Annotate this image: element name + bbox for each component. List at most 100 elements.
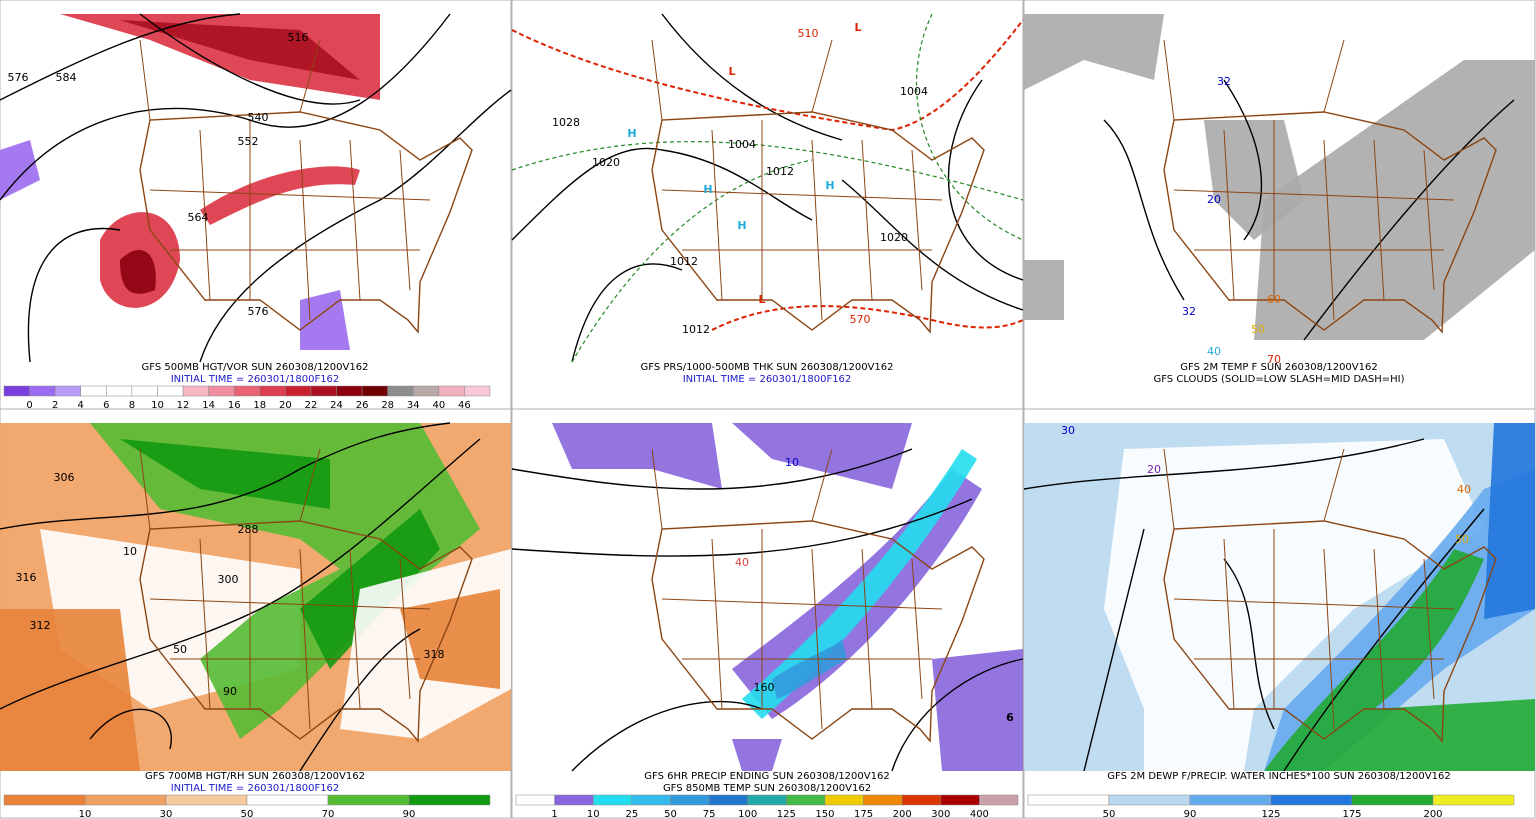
color-box xyxy=(54,385,81,397)
state-line xyxy=(149,598,431,610)
map-label: 552 xyxy=(238,135,259,148)
caption: GFS 6HR PRECIP ENDING SUN 260308/1200V16… xyxy=(644,771,889,782)
map-label: 564 xyxy=(188,211,209,224)
map-label: 20 xyxy=(1207,193,1221,206)
colorbar-label: 10 xyxy=(151,400,164,411)
state-line xyxy=(149,189,431,201)
map-fill xyxy=(200,166,360,225)
map: 1028 1020 1004 1012 1012 1020 1012 570 510 1004 H H… xyxy=(511,13,1024,363)
color-box xyxy=(80,385,107,397)
colorbar-label: 10 xyxy=(587,809,600,819)
panel: 1028 1020 1004 1012 1012 1020 1012 570 510 1004 H H… xyxy=(511,0,1024,410)
color-box xyxy=(84,794,167,806)
color-box xyxy=(259,385,286,397)
color-box xyxy=(824,794,864,806)
map-area xyxy=(514,14,1021,362)
contour xyxy=(0,438,481,710)
colorbar-label: 26 xyxy=(356,400,369,411)
colorbar-label: 200 xyxy=(1423,809,1442,819)
thickness-line xyxy=(711,305,1024,331)
map-label: 1020 xyxy=(592,156,620,169)
coastline xyxy=(139,520,473,743)
colorbar: 10 30 50 70 90 xyxy=(3,794,491,819)
color-box xyxy=(3,385,30,397)
contour xyxy=(139,13,361,105)
color-box xyxy=(29,385,56,397)
map-label: 1020 xyxy=(880,231,908,244)
color-box xyxy=(554,794,594,806)
map-fill xyxy=(772,639,847,699)
colorbar-label: 18 xyxy=(253,400,266,411)
contour xyxy=(571,700,763,772)
map-fill xyxy=(120,439,330,509)
colorbar-label: 50 xyxy=(241,809,254,819)
panel: 10 160 40 6 GFS 6HR PRECIP ENDING SUN 260308… xyxy=(511,408,1024,819)
contour xyxy=(0,13,451,201)
map-fill xyxy=(120,20,360,80)
colorbar-label: 46 xyxy=(458,400,471,411)
colorbar-label: 12 xyxy=(177,400,190,411)
color-box xyxy=(863,794,903,806)
map-fill xyxy=(120,250,156,294)
coastline xyxy=(139,111,473,334)
color-box xyxy=(413,385,440,397)
state-line xyxy=(1223,538,1235,710)
state-line xyxy=(1173,598,1455,610)
state-line xyxy=(1323,39,1345,113)
panel: 576 584 516 540 552 564 576 GFS 500MB HGT/VOR S… xyxy=(0,0,512,411)
color-box xyxy=(1027,794,1110,806)
map-fill xyxy=(90,423,480,739)
color-box xyxy=(438,385,465,397)
map-label: 40 xyxy=(735,556,749,569)
caption: INITIAL TIME = 260301/1800F162 xyxy=(171,783,340,794)
map-label: 60 xyxy=(1267,293,1281,306)
map-label: 1012 xyxy=(670,255,698,268)
color-box xyxy=(940,794,980,806)
state-line xyxy=(299,448,321,522)
map-label: 70 xyxy=(1267,353,1281,366)
coastline xyxy=(651,111,985,334)
map-label: 90 xyxy=(223,685,237,698)
map-fill xyxy=(1104,439,1484,771)
contour xyxy=(841,179,1024,311)
colorbar: 50 90 125 175 200 xyxy=(1027,794,1515,819)
map-label: 300 xyxy=(218,573,239,586)
contour xyxy=(199,89,512,363)
map-fill xyxy=(742,449,977,719)
color-box xyxy=(310,385,337,397)
map-label: L xyxy=(758,293,765,306)
coastline xyxy=(1163,111,1497,334)
state-line xyxy=(349,139,361,301)
colorbar-label: 90 xyxy=(1184,809,1197,819)
colorbar-label: 75 xyxy=(703,809,716,819)
map-label: 50 xyxy=(1251,323,1265,336)
state-line xyxy=(1323,139,1335,321)
color-box xyxy=(387,385,414,397)
thickness-line xyxy=(915,13,1024,241)
state-line xyxy=(661,598,943,610)
state-line xyxy=(651,39,663,121)
map-label: 1028 xyxy=(552,116,580,129)
contour xyxy=(0,13,241,101)
coastline xyxy=(651,520,985,743)
map-label: 540 xyxy=(248,111,269,124)
color-box xyxy=(182,385,209,397)
map: 10 160 40 6 xyxy=(511,423,1024,772)
state-line xyxy=(1173,189,1455,201)
color-box xyxy=(1351,794,1434,806)
colorbar-label: 6 xyxy=(103,400,109,411)
contour xyxy=(1303,99,1515,341)
colorbar-label: 90 xyxy=(403,809,416,819)
map-label: 576 xyxy=(248,305,269,318)
map-label: 510 xyxy=(798,27,819,40)
color-box xyxy=(327,794,410,806)
map-fill xyxy=(0,140,40,200)
map-label: 584 xyxy=(56,71,77,84)
colorbar-label: 40 xyxy=(432,400,445,411)
caption: INITIAL TIME = 260301/1800F162 xyxy=(683,374,852,385)
colorbar-label: 25 xyxy=(625,809,638,819)
color-box xyxy=(131,385,158,397)
contour xyxy=(1083,528,1145,772)
color-box xyxy=(106,385,133,397)
contour xyxy=(511,147,813,241)
